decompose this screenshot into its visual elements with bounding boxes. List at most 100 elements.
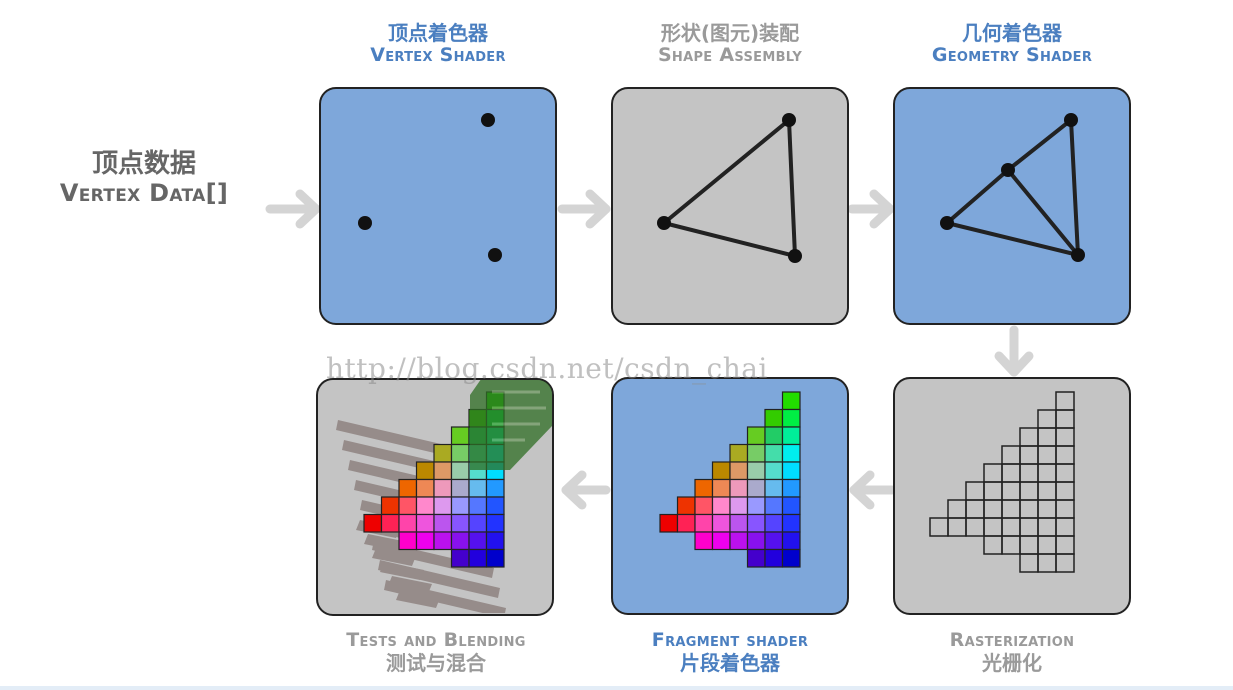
fragment-cell [781, 496, 801, 516]
fragment-cell [764, 496, 784, 516]
fragment-cell [764, 548, 784, 568]
fragment-shader-label: Fragment shader 片段着色器 [606, 629, 854, 675]
fragment-cell [746, 513, 766, 533]
fragment-cell [450, 426, 470, 446]
geometry-shader-label: 几何着色器 Geometry Shader [886, 22, 1138, 67]
tests-blending-label: Tests and Blending 测试与混合 [296, 629, 576, 675]
fragment-cell [764, 478, 784, 498]
fragment-cell [729, 531, 749, 551]
raster-cell [1055, 553, 1075, 573]
fragment-cell [433, 513, 453, 533]
fragment-cell [764, 443, 784, 463]
fragment-cell [781, 513, 801, 533]
shape-assembly-label: 形状(图元)装配 Shape Assembly [600, 22, 860, 67]
fragment-cell [468, 513, 488, 533]
input-label-zh: 顶点数据 [91, 149, 196, 179]
fragment-cell [764, 461, 784, 481]
arrow-geometry-to-raster [994, 325, 1034, 377]
fragment-cell [711, 478, 731, 498]
fragment-cell [450, 478, 470, 498]
gray-stripe [372, 548, 416, 566]
fragment-cell [415, 496, 435, 516]
fragment-cell [746, 478, 766, 498]
fragment-cell [380, 513, 400, 533]
fragment-cell [781, 408, 801, 428]
vertex-points [358, 113, 502, 262]
fragment-cell [694, 513, 714, 533]
fragment-cell [781, 426, 801, 446]
gray-stripe [364, 534, 408, 552]
fragment-cell [433, 443, 453, 463]
fragment-cell [450, 548, 470, 568]
fragment-cell [485, 531, 505, 551]
rasterization-label: Rasterization 光栅化 [890, 629, 1134, 675]
shape-assembly-label-zh: 形状(图元)装配 [660, 21, 800, 45]
geometry-shader-label-en: Geometry Shader [931, 44, 1093, 66]
geometry-shader-box [893, 87, 1131, 325]
fragment-cell [398, 478, 418, 498]
fragment-cell [711, 496, 731, 516]
tests-blending-label-en: Tests and Blending [346, 629, 526, 651]
fragment-cell [398, 496, 418, 516]
fragment-cell [468, 478, 488, 498]
fragment-cell [781, 443, 801, 463]
fragment-cell [746, 548, 766, 568]
bottom-bar [0, 686, 1233, 690]
fragment-cell [781, 391, 801, 411]
vertex-shader-label-zh: 顶点着色器 [388, 21, 488, 45]
fragment-cell [450, 461, 470, 481]
fragment-cell [746, 426, 766, 446]
fragment-cell [450, 443, 470, 463]
fragment-cell [468, 496, 488, 516]
vertex-shader-label-en: Vertex Shader [370, 44, 506, 66]
fragment-cell [450, 513, 470, 533]
rasterization-box [893, 377, 1131, 615]
fragment-cell [415, 478, 435, 498]
gray-stripe [388, 576, 432, 594]
gray-stripe [380, 562, 424, 580]
green-blend-overlay [470, 380, 552, 470]
fragment-cell [485, 496, 505, 516]
fragment-cell [415, 531, 435, 551]
input-label-en: Vertex Data[] [59, 178, 229, 207]
fragment-cell [433, 496, 453, 516]
arrow-raster-to-fragment [849, 470, 897, 510]
fragment-cell [764, 426, 784, 446]
fragment-cell [764, 408, 784, 428]
fragment-cell [415, 461, 435, 481]
fragment-cell [764, 531, 784, 551]
fragment-cell [746, 531, 766, 551]
fragment-shader-label-en: Fragment shader [651, 629, 809, 651]
raster-grid [929, 391, 1075, 573]
fragment-cell [729, 496, 749, 516]
geometry-shader-label-zh: 几何着色器 [962, 21, 1062, 45]
tests-blending-label-zh: 测试与混合 [386, 650, 486, 675]
fragment-cell [485, 548, 505, 568]
fragment-cell [433, 531, 453, 551]
shape-assembly-label-en: Shape Assembly [657, 44, 803, 66]
fragment-grid [659, 391, 801, 568]
vertex-shader-label: 顶点着色器 Vertex Shader [318, 22, 558, 67]
fragment-cell [729, 513, 749, 533]
rasterization-label-zh: 光栅化 [982, 650, 1042, 675]
fragment-cell [485, 478, 505, 498]
arrow-fragment-to-tests [561, 470, 611, 510]
gray-stripe [396, 590, 440, 608]
fragment-cell [694, 496, 714, 516]
fragment-cell [659, 513, 679, 533]
fragment-cell [729, 461, 749, 481]
fragment-cell [676, 513, 696, 533]
fragment-cell [746, 496, 766, 516]
fragment-cell [746, 443, 766, 463]
fragment-cell [781, 478, 801, 498]
arrow-shape-to-geometry [847, 189, 895, 229]
fragment-cell [676, 496, 696, 516]
fragment-cell [468, 548, 488, 568]
flow-arrows [265, 189, 1034, 510]
gray-stripe [336, 420, 458, 458]
watermark: http://blog.csdn.net/csdn_chai [326, 352, 768, 385]
fragment-cell [433, 478, 453, 498]
arrow-vertex-to-shape [557, 189, 611, 229]
fragment-cell [764, 513, 784, 533]
